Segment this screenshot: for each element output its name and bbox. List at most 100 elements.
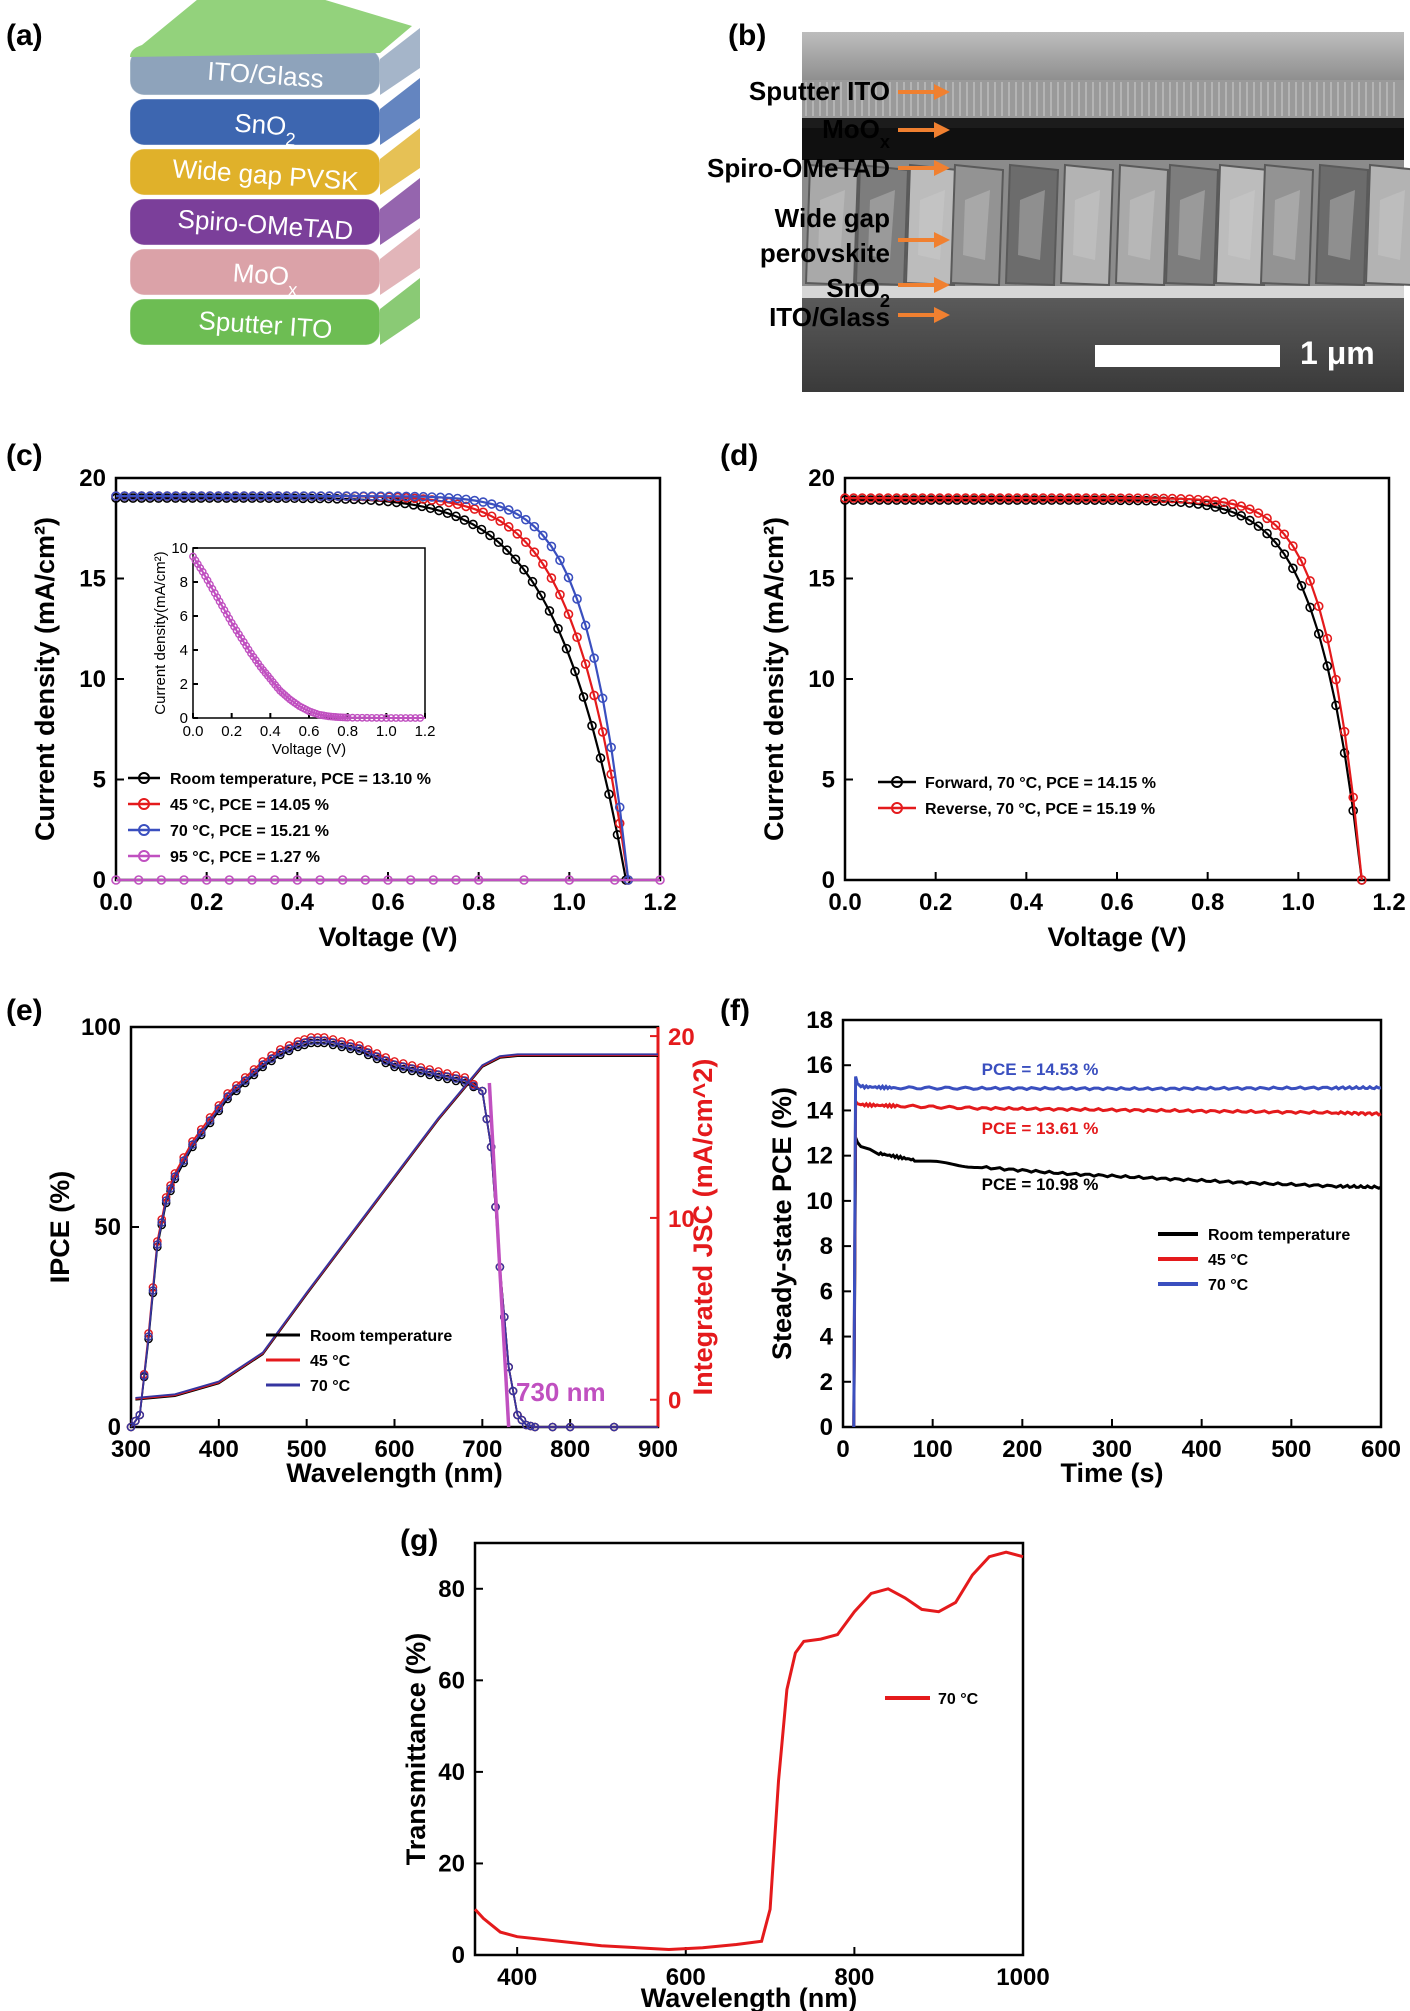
data-point — [1305, 576, 1315, 586]
data-point — [1313, 629, 1324, 639]
data-point — [428, 875, 439, 885]
ipce-point — [346, 1042, 355, 1051]
ipce-point — [258, 1060, 268, 1069]
ipce-point — [565, 1422, 575, 1432]
inset-point — [353, 713, 362, 722]
ipce-point — [223, 1092, 232, 1101]
data-point — [486, 499, 497, 509]
ipce-point — [240, 1076, 250, 1085]
y-tick-label: 14 — [806, 1097, 833, 1124]
data-point — [495, 516, 506, 526]
ipce-point — [442, 1072, 452, 1081]
inset-point — [232, 626, 241, 635]
data-point — [461, 501, 471, 512]
y-tick-label: 0 — [452, 1942, 465, 1969]
data-point — [111, 875, 121, 885]
data-point — [485, 530, 495, 541]
data-point — [269, 875, 280, 885]
sem-label: SnO2 — [826, 273, 890, 311]
legend-label: Room temperature — [310, 1328, 452, 1345]
y-tick-label: 2 — [180, 676, 188, 693]
inset-point — [358, 713, 367, 722]
inset-point — [363, 713, 371, 722]
data-point — [486, 511, 497, 522]
ipce-point — [398, 1064, 408, 1074]
stack-layer-2: MoOx — [129, 228, 420, 300]
jsc-curve-3 — [135, 1053, 658, 1399]
ipce-point — [205, 1116, 215, 1125]
x-tick-label: 0.2 — [190, 889, 223, 916]
data-point — [405, 875, 416, 885]
x-tick-label: 400 — [497, 1964, 537, 1991]
data-point — [589, 690, 599, 701]
ipce-point — [390, 1062, 399, 1072]
data-point — [572, 632, 582, 642]
ipce-point — [157, 1218, 167, 1227]
chart-g: 400 600 800 1000 0 20 40 60 80 Wavelength (nm) Tra… — [401, 1541, 1050, 2011]
data-point — [655, 875, 665, 885]
data-point — [452, 499, 463, 510]
data-point — [597, 693, 608, 704]
data-point — [1296, 581, 1307, 591]
x-tick-label: 600 — [666, 1964, 706, 1991]
data-point — [1279, 549, 1290, 559]
ipce-point — [416, 1066, 426, 1075]
data-point — [555, 555, 565, 566]
sem-arrow-head — [934, 84, 950, 100]
y-tick-label: 0 — [93, 867, 106, 894]
x-tick-label: 0.0 — [183, 723, 204, 740]
x-tick-label: 0.6 — [371, 889, 404, 916]
y2-axis-label: Integrated JSC (mA/cm^2) — [688, 1059, 718, 1396]
sem-arrow-head — [934, 277, 950, 293]
ipce-point — [407, 1066, 417, 1076]
y2-tick-label: 0 — [668, 1388, 681, 1415]
ipce-point — [513, 1410, 522, 1420]
x-axis-label: Wavelength (nm) — [286, 1458, 503, 1488]
data-point — [478, 507, 488, 518]
data-point — [1331, 674, 1341, 685]
inset-point — [338, 713, 347, 722]
data-point — [1270, 537, 1281, 548]
data-point — [1210, 502, 1221, 512]
y-tick-label: 0 — [820, 1414, 833, 1441]
x-tick-label: 500 — [1271, 1436, 1311, 1463]
data-point — [337, 875, 348, 885]
data-point — [1322, 633, 1333, 644]
x-tick-label: 700 — [462, 1436, 502, 1463]
data-point — [1245, 515, 1255, 526]
x-tick-label: 1.0 — [1282, 889, 1315, 916]
data-point — [544, 606, 555, 616]
x-tick-label: 0.2 — [221, 723, 242, 740]
inset-point — [196, 564, 205, 572]
x-tick-label: 1.2 — [643, 889, 676, 916]
pce-trace-3 — [852, 1076, 1382, 1428]
pce-annotation: PCE = 10.98 % — [982, 1175, 1099, 1194]
panel-a: (a) Sputter ITO MoOx Spiro-OMeTAD Wide gap … — [0, 0, 560, 430]
ipce-point — [328, 1040, 338, 1050]
data-point — [595, 753, 606, 763]
legend-label: 45 °C — [1208, 1252, 1249, 1269]
data-point — [495, 501, 506, 512]
ipce-point — [517, 1415, 527, 1425]
pce-annotation: PCE = 13.61 % — [982, 1119, 1099, 1138]
x-tick-label: 300 — [1092, 1436, 1132, 1463]
transmittance-curve — [473, 1550, 1024, 1952]
x-tick-label: 400 — [1182, 1436, 1222, 1463]
x-tick-label: 800 — [550, 1436, 590, 1463]
data-point — [564, 875, 575, 885]
ipce-point — [135, 1410, 145, 1420]
data-point — [538, 559, 548, 569]
data-point — [563, 609, 574, 620]
data-point — [546, 541, 557, 552]
data-point — [606, 742, 616, 753]
y-axis-label: Steady-state PCE (%) — [767, 1087, 797, 1360]
inset-point — [239, 638, 248, 646]
data-point — [521, 514, 531, 525]
data-point — [1219, 497, 1229, 508]
data-point — [468, 519, 478, 530]
ipce-point — [148, 1286, 158, 1295]
panel-label-e: (e) — [6, 994, 43, 1027]
